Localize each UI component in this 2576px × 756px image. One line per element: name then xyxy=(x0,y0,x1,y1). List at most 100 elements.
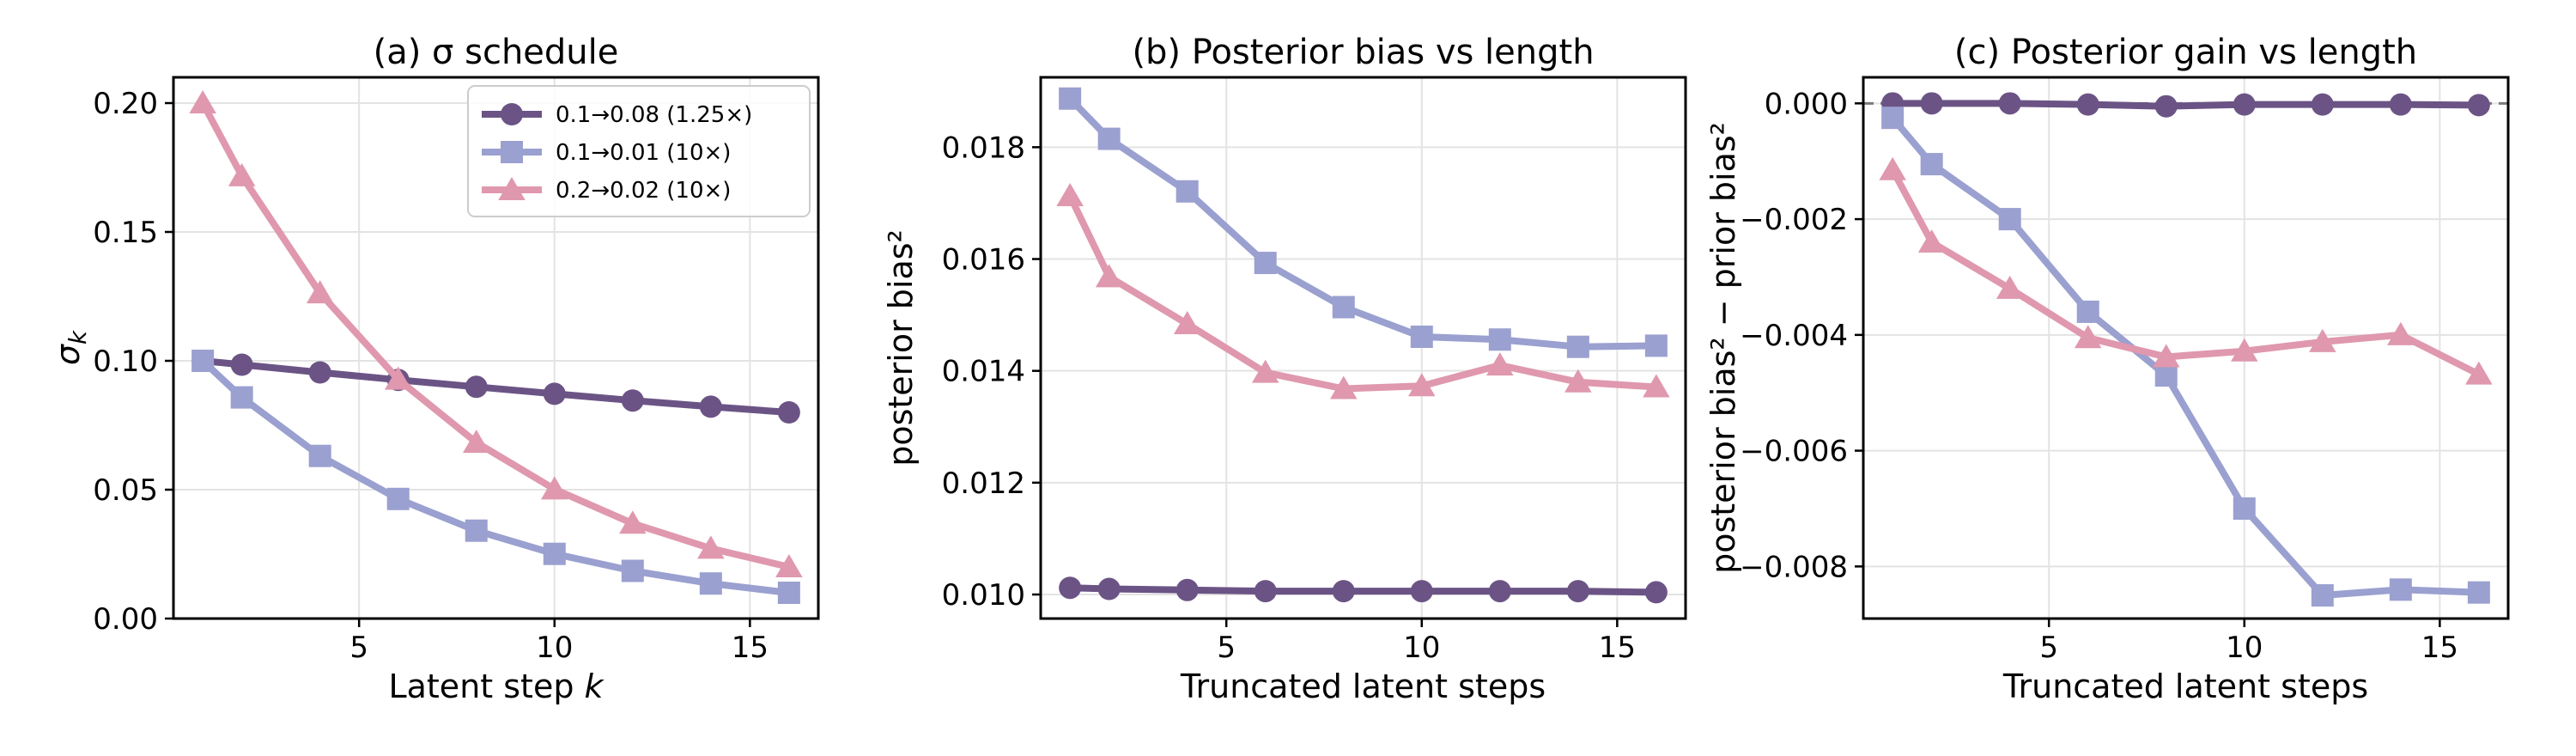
data-point xyxy=(308,444,331,467)
data-point xyxy=(2233,93,2256,116)
y-axis-label: posterior bias² xyxy=(882,229,920,466)
legend-label: 0.1→0.08 (1.25×) xyxy=(556,102,752,128)
legend-box xyxy=(467,85,811,217)
data-point xyxy=(2231,338,2258,362)
data-point xyxy=(386,487,410,510)
data-point xyxy=(465,375,488,399)
legend-marker xyxy=(501,103,523,125)
data-point xyxy=(1566,335,1589,358)
data-point xyxy=(699,395,722,418)
data-point xyxy=(1643,374,1670,398)
data-point xyxy=(2387,321,2415,345)
data-point xyxy=(1176,180,1199,203)
data-point xyxy=(2154,364,2178,387)
data-point xyxy=(2076,300,2099,323)
legend-marker xyxy=(498,177,526,200)
x-tick-label: 5 xyxy=(2039,631,2058,665)
panel-c: 5 10 15 0.000 −0.002 −0.004 −0.006 −0.008 (c) Po… xyxy=(1704,33,2510,705)
x-axis-label: Truncated latent steps xyxy=(1180,668,1546,705)
axes-frame xyxy=(1039,76,1687,620)
data-point xyxy=(230,353,253,376)
data-point xyxy=(541,476,568,500)
data-point xyxy=(1332,580,1355,603)
data-point xyxy=(1879,156,1906,180)
data-point xyxy=(2152,344,2180,368)
y-tick-label: 0.000 xyxy=(1765,87,1848,121)
x-tick-label: 10 xyxy=(1403,631,1440,665)
data-point xyxy=(230,386,253,409)
y-tick-label: 0.018 xyxy=(942,131,1025,165)
y-tick-label: 0.014 xyxy=(942,355,1025,389)
y-axis-label: σk xyxy=(49,329,92,365)
data-point xyxy=(1920,153,1943,176)
x-axis-label: Latent step k xyxy=(388,668,605,705)
data-point xyxy=(697,535,725,559)
series-3 xyxy=(189,90,803,577)
data-point xyxy=(1881,107,1905,130)
data-point xyxy=(191,350,215,372)
data-point xyxy=(1566,580,1589,603)
data-point xyxy=(1095,264,1123,288)
y-axis-label: posterior bias² − prior bias² xyxy=(1704,122,1742,574)
series-2 xyxy=(1059,87,1668,358)
data-point xyxy=(2467,581,2490,604)
series-line xyxy=(1066,192,1660,393)
series-3 xyxy=(1879,156,2493,385)
series-3 xyxy=(1056,182,1670,399)
data-point xyxy=(2074,325,2102,349)
data-point xyxy=(2389,93,2412,116)
y-tick-label: −0.006 xyxy=(1740,435,1848,469)
y-tick-label: 0.00 xyxy=(93,602,158,637)
axes-frame xyxy=(1862,76,2510,620)
data-point xyxy=(1254,580,1277,603)
data-point xyxy=(1059,87,1082,110)
data-point xyxy=(1408,373,1436,397)
y-tick-label: −0.002 xyxy=(1740,203,1848,237)
data-point xyxy=(2233,497,2256,520)
data-point xyxy=(228,162,256,186)
data-point xyxy=(189,90,216,113)
data-point xyxy=(1056,182,1084,206)
data-point xyxy=(543,382,566,405)
data-point xyxy=(621,559,644,582)
y-tick-label: 0.016 xyxy=(942,243,1025,277)
data-point xyxy=(1251,359,1279,383)
y-tick-label: −0.008 xyxy=(1740,550,1848,584)
data-point xyxy=(1917,229,1946,253)
data-point xyxy=(1059,576,1082,600)
data-point xyxy=(2311,584,2334,607)
chart-title: (c) Posterior gain vs length xyxy=(1954,33,2417,72)
data-point xyxy=(699,572,722,595)
x-tick-label: 15 xyxy=(2421,631,2458,665)
y-tick-label: 0.20 xyxy=(93,87,158,121)
data-point xyxy=(306,280,334,304)
data-point xyxy=(1410,580,1433,603)
series-2 xyxy=(1881,107,2490,607)
data-point xyxy=(1097,577,1121,601)
data-point xyxy=(2309,328,2336,352)
data-point xyxy=(1644,334,1668,357)
x-tick-label: 5 xyxy=(349,631,368,665)
data-point xyxy=(1996,275,2024,299)
x-tick-label: 15 xyxy=(1599,631,1636,665)
data-point xyxy=(2467,94,2490,117)
data-point xyxy=(1410,325,1433,348)
x-axis-label: Truncated latent steps xyxy=(2002,668,2368,705)
data-point xyxy=(2465,361,2493,385)
data-point xyxy=(384,366,412,390)
data-point xyxy=(1486,352,1514,376)
y-tick-label: 0.012 xyxy=(942,466,1025,501)
chart-title: (b) Posterior bias vs length xyxy=(1132,33,1594,72)
x-tick-label: 10 xyxy=(2226,631,2263,665)
x-tick-label: 15 xyxy=(732,631,769,665)
panel-b: 5 10 15 0.010 0.012 0.014 0.016 0.018 (b) Poster… xyxy=(882,33,1687,705)
data-point xyxy=(2311,93,2334,116)
data-point xyxy=(1173,311,1201,335)
data-point xyxy=(462,430,490,454)
panel-a: 5 10 15 0.00 0.05 0.10 0.15 0.20 (a) σ schedule L… xyxy=(49,33,820,705)
legend-label: 0.2→0.02 (10×) xyxy=(556,178,731,204)
data-point xyxy=(1254,252,1277,275)
chart-title: (a) σ schedule xyxy=(374,33,619,72)
data-point xyxy=(2389,578,2412,601)
